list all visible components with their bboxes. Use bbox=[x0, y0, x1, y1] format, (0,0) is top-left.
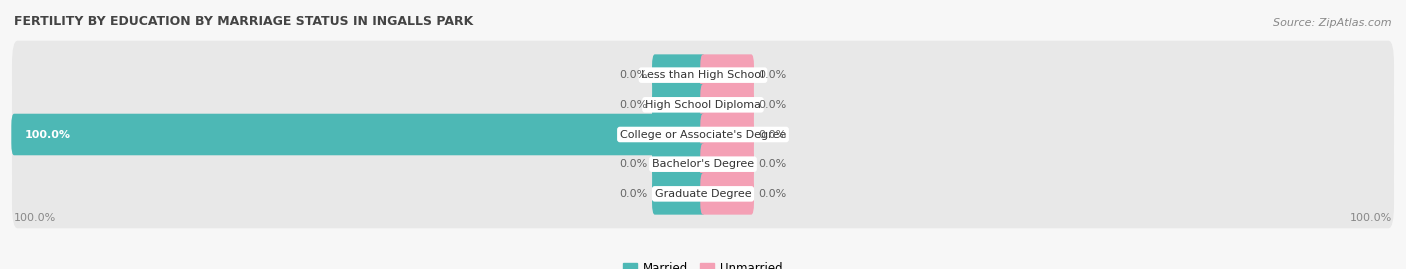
Text: High School Diploma: High School Diploma bbox=[645, 100, 761, 110]
Text: FERTILITY BY EDUCATION BY MARRIAGE STATUS IN INGALLS PARK: FERTILITY BY EDUCATION BY MARRIAGE STATU… bbox=[14, 15, 474, 28]
FancyBboxPatch shape bbox=[13, 130, 1393, 199]
FancyBboxPatch shape bbox=[652, 173, 706, 215]
FancyBboxPatch shape bbox=[652, 54, 706, 96]
Text: 100.0%: 100.0% bbox=[14, 213, 56, 223]
Text: Graduate Degree: Graduate Degree bbox=[655, 189, 751, 199]
FancyBboxPatch shape bbox=[700, 114, 754, 155]
FancyBboxPatch shape bbox=[11, 114, 706, 155]
FancyBboxPatch shape bbox=[700, 84, 754, 126]
Text: Bachelor's Degree: Bachelor's Degree bbox=[652, 159, 754, 169]
FancyBboxPatch shape bbox=[700, 54, 754, 96]
Text: 0.0%: 0.0% bbox=[620, 159, 648, 169]
FancyBboxPatch shape bbox=[652, 84, 706, 126]
Text: 100.0%: 100.0% bbox=[24, 129, 70, 140]
Text: 0.0%: 0.0% bbox=[758, 189, 786, 199]
Text: 0.0%: 0.0% bbox=[620, 100, 648, 110]
Text: 0.0%: 0.0% bbox=[620, 189, 648, 199]
Text: 100.0%: 100.0% bbox=[1350, 213, 1392, 223]
FancyBboxPatch shape bbox=[700, 143, 754, 185]
FancyBboxPatch shape bbox=[13, 100, 1393, 169]
FancyBboxPatch shape bbox=[13, 41, 1393, 109]
Text: 0.0%: 0.0% bbox=[620, 70, 648, 80]
Text: College or Associate's Degree: College or Associate's Degree bbox=[620, 129, 786, 140]
FancyBboxPatch shape bbox=[13, 70, 1393, 139]
FancyBboxPatch shape bbox=[13, 160, 1393, 228]
Text: 0.0%: 0.0% bbox=[758, 129, 786, 140]
FancyBboxPatch shape bbox=[700, 173, 754, 215]
Text: 0.0%: 0.0% bbox=[758, 100, 786, 110]
Text: Source: ZipAtlas.com: Source: ZipAtlas.com bbox=[1274, 18, 1392, 28]
Legend: Married, Unmarried: Married, Unmarried bbox=[619, 258, 787, 269]
Text: 0.0%: 0.0% bbox=[758, 159, 786, 169]
FancyBboxPatch shape bbox=[652, 143, 706, 185]
Text: Less than High School: Less than High School bbox=[641, 70, 765, 80]
Text: 0.0%: 0.0% bbox=[758, 70, 786, 80]
